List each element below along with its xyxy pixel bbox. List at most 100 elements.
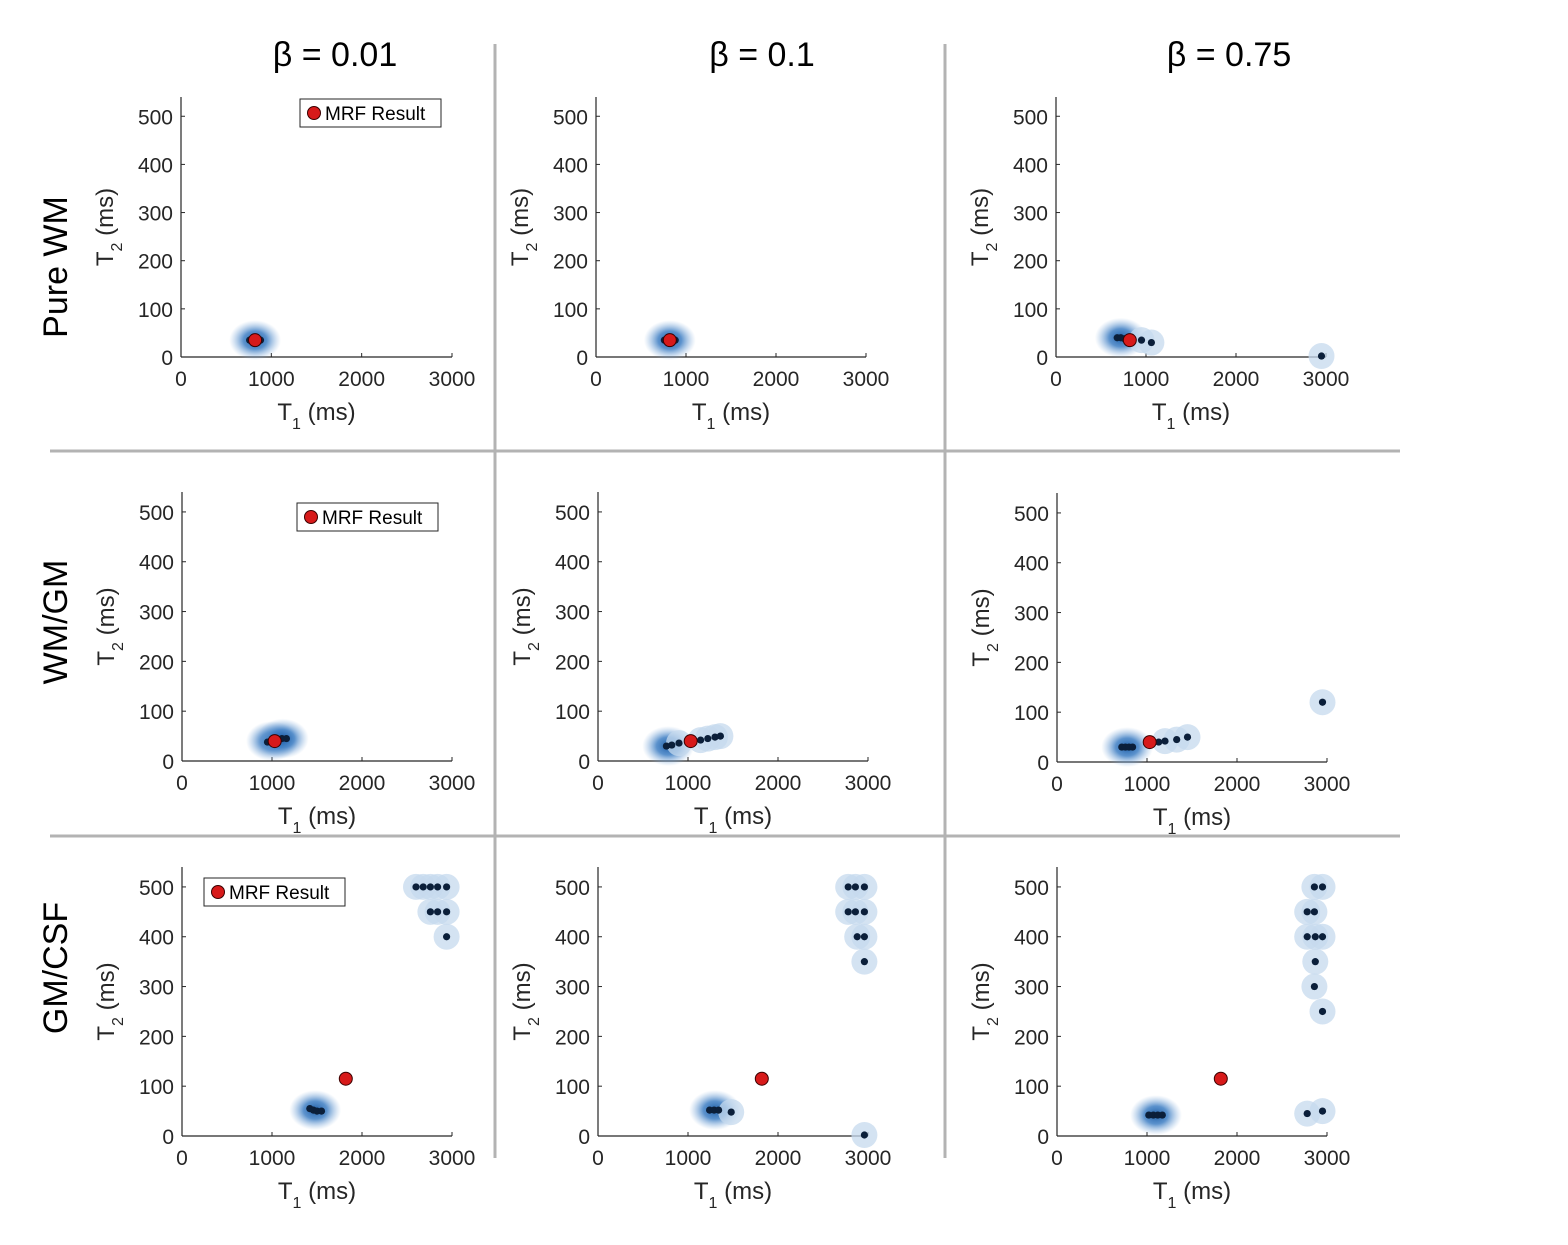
data-point: [1311, 958, 1319, 966]
legend-marker: [307, 106, 321, 120]
y-tick-label: 200: [1014, 652, 1049, 675]
panel-8: 0 1000 2000 3000 0 100 200 300 400 500 T1 (ms) T2 (…: [509, 867, 891, 1212]
x-tick-label: 2000: [755, 772, 802, 795]
x-tick-label: 2000: [1214, 1147, 1261, 1170]
legend-label: MRF Result: [325, 104, 426, 125]
y-axis-label: T2 (ms): [93, 587, 127, 665]
data-point: [860, 1131, 869, 1139]
y-tick-label: 400: [553, 154, 588, 177]
y-tick-label: 400: [138, 154, 173, 177]
y-tick-label: 500: [139, 502, 174, 525]
legend-label: MRF Result: [322, 508, 423, 529]
x-tick-label: 3000: [1304, 1147, 1351, 1170]
y-axis-label: T2 (ms): [968, 588, 1002, 666]
x-axis-label: T1 (ms): [694, 803, 772, 837]
data-point: [1183, 733, 1192, 741]
x-tick-label: 0: [1050, 368, 1062, 391]
x-axis-label: T1 (ms): [1152, 399, 1230, 433]
x-tick-label: 2000: [1213, 368, 1260, 391]
data-point: [1310, 982, 1318, 991]
y-tick-label: 100: [553, 299, 588, 322]
y-tick-label: 300: [139, 602, 174, 625]
panel-7: 0 1000 2000 3000 0 100 200 300 400 500 T1 (ms) T2 (…: [93, 867, 475, 1212]
data-point: [1311, 933, 1319, 941]
x-tick-label: 0: [592, 772, 604, 795]
x-tick-label: 2000: [339, 772, 386, 795]
y-tick-label: 100: [1014, 702, 1049, 725]
mrf-result-marker: [662, 333, 677, 348]
row-title-wm-gm: WM/GM: [37, 560, 75, 685]
x-tick-label: 3000: [1303, 368, 1350, 391]
y-tick-label: 100: [138, 299, 173, 322]
y-tick-label: 300: [139, 977, 174, 1000]
y-axis-label: T2 (ms): [967, 188, 1001, 266]
y-tick-label: 200: [553, 251, 588, 274]
data-point: [860, 933, 869, 941]
data-point: [662, 742, 671, 750]
data-point: [1310, 883, 1318, 891]
y-tick-label: 0: [576, 347, 588, 370]
y-axis-label: T2 (ms): [92, 188, 126, 266]
x-tick-label: 3000: [1304, 773, 1351, 796]
y-tick-label: 300: [1014, 603, 1049, 626]
mrf-result-marker: [338, 1071, 353, 1086]
x-axis-label: T1 (ms): [694, 1178, 772, 1212]
data-point: [675, 739, 683, 747]
data-point: [434, 908, 442, 916]
mrf-result-marker: [1122, 333, 1137, 348]
mrf-result-marker: [248, 333, 263, 348]
data-point: [1318, 1007, 1327, 1016]
x-tick-label: 1000: [248, 368, 295, 391]
x-tick-label: 1000: [665, 772, 712, 795]
x-tick-label: 0: [1051, 1147, 1063, 1170]
y-tick-label: 100: [1014, 1076, 1049, 1099]
data-point: [426, 883, 434, 891]
data-point: [1173, 735, 1181, 744]
x-tick-label: 1000: [1123, 368, 1170, 391]
y-tick-label: 100: [555, 701, 590, 724]
y-axis-label: T2 (ms): [507, 188, 541, 266]
data-point: [1129, 743, 1137, 751]
x-tick-label: 2000: [338, 368, 385, 391]
data-point: [1161, 737, 1169, 745]
y-tick-label: 100: [555, 1076, 590, 1099]
y-tick-label: 0: [1037, 1126, 1049, 1149]
y-tick-label: 400: [555, 927, 590, 950]
x-axis-label: T1 (ms): [277, 399, 355, 433]
y-tick-label: 200: [138, 251, 173, 274]
x-tick-label: 0: [176, 1147, 188, 1170]
y-tick-label: 200: [1014, 1026, 1049, 1049]
column-title-beta-075: β = 0.75: [1167, 36, 1291, 74]
data-point: [1318, 698, 1327, 706]
x-axis-label: T1 (ms): [1153, 804, 1231, 838]
y-tick-label: 300: [555, 977, 590, 1000]
data-point: [1317, 352, 1326, 360]
x-axis-label: T1 (ms): [278, 1178, 356, 1212]
panel-4: 0 1000 2000 3000 0 100 200 300 400 500 T1 (ms) T2 (…: [93, 492, 475, 837]
x-tick-label: 0: [1051, 773, 1063, 796]
y-tick-label: 100: [1013, 299, 1048, 322]
x-tick-label: 0: [175, 368, 187, 391]
y-tick-label: 300: [553, 203, 588, 226]
y-tick-label: 400: [1014, 927, 1049, 950]
x-tick-label: 1000: [663, 368, 710, 391]
data-point: [282, 734, 290, 743]
legend: MRF Result: [203, 877, 346, 907]
data-point: [443, 908, 451, 916]
legend-box: [299, 98, 442, 128]
y-tick-label: 500: [555, 502, 590, 525]
data-point: [434, 883, 442, 891]
data-point: [443, 883, 451, 891]
x-axis-label: T1 (ms): [1153, 1178, 1231, 1212]
data-point: [1318, 1107, 1327, 1115]
data-point: [443, 933, 451, 941]
data-point: [697, 736, 705, 744]
y-tick-label: 400: [1013, 154, 1048, 177]
row-title-gm-csf: GM/CSF: [37, 902, 75, 1034]
y-tick-label: 500: [1014, 877, 1049, 900]
y-tick-label: 500: [139, 877, 174, 900]
y-tick-label: 400: [1014, 553, 1049, 576]
x-tick-label: 1000: [1124, 773, 1171, 796]
row-title-pure-wm: Pure WM: [37, 196, 75, 338]
data-point: [668, 741, 676, 749]
